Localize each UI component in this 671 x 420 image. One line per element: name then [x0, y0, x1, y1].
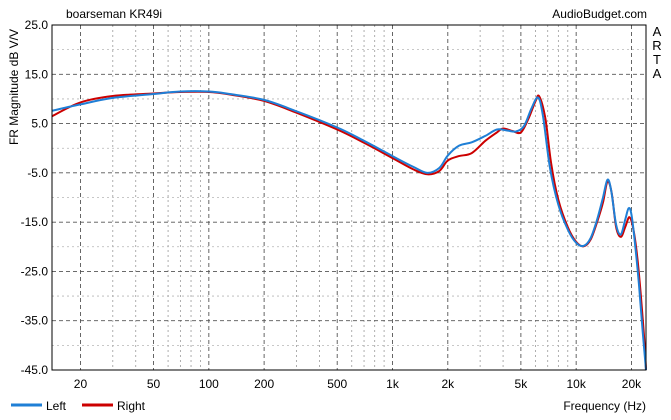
y-tick-label: -25.0: [21, 264, 49, 278]
x-tick-label: 500: [327, 377, 347, 391]
y-tick-label: -45.0: [21, 363, 49, 377]
y-tick-label: 25.0: [25, 18, 49, 32]
x-tick-label: 200: [254, 377, 274, 391]
x-tick-label: 100: [199, 377, 219, 391]
legend: Left Right: [11, 399, 146, 413]
x-axis-label: Frequency (Hz): [563, 399, 646, 413]
y-tick-label: -5.0: [27, 166, 48, 180]
y-tick-labels: 25.0 15.0 5.0 -5.0 -15.0 -25.0 -35.0 -45.0: [21, 18, 49, 377]
side-label-letter: A: [653, 66, 662, 81]
series-line-right: [51, 90, 647, 371]
y-tick-label: -35.0: [21, 314, 49, 328]
series-line-left: [51, 90, 647, 371]
side-label: A R T A: [652, 24, 661, 81]
y-tick-label: 15.0: [25, 67, 49, 81]
x-tick-label: 20: [74, 377, 88, 391]
x-tick-label: 1k: [386, 377, 400, 391]
x-tick-label: 10k: [566, 377, 586, 391]
x-tick-label: 5k: [515, 377, 529, 391]
x-tick-labels: 20 50 100 200 500 1k 2k 5k 10k 20k: [74, 377, 642, 391]
legend-label-right: Right: [117, 399, 146, 413]
side-label-letter: T: [653, 52, 661, 67]
chart-title: boarseman KR49i: [66, 7, 162, 21]
x-tick-label: 20k: [622, 377, 642, 391]
y-tick-label: -15.0: [21, 215, 49, 229]
x-tick-label: 2k: [441, 377, 455, 391]
y-tick-label: 5.0: [31, 117, 48, 131]
legend-label-left: Left: [46, 399, 67, 413]
source-label: AudioBudget.com: [552, 7, 647, 21]
side-label-letter: R: [652, 38, 661, 53]
series-layer: [51, 90, 647, 371]
y-axis-label: FR Magnitude dB V/V: [7, 29, 21, 145]
plot-frame: [51, 24, 647, 371]
x-tick-label: 50: [147, 377, 161, 391]
side-label-letter: A: [653, 24, 662, 39]
